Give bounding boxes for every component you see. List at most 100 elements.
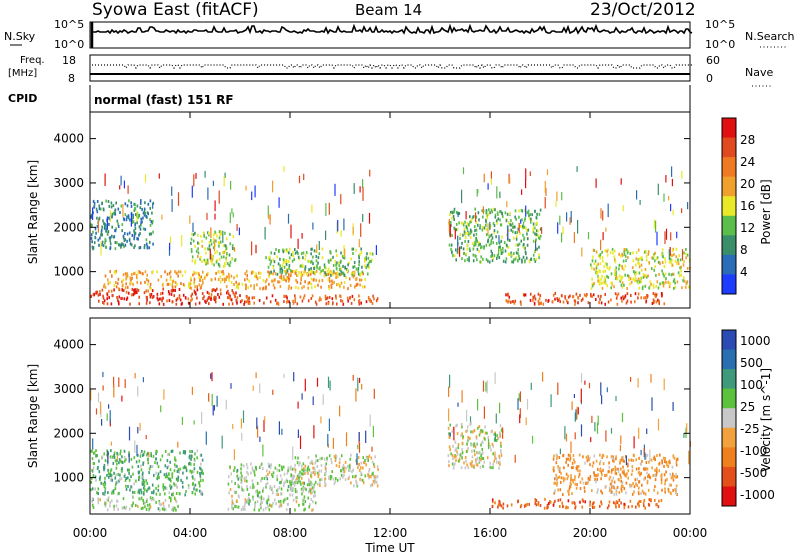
power-cell — [530, 219, 533, 223]
power-cell — [462, 247, 465, 251]
power-cell — [520, 225, 522, 228]
velocity-cell — [143, 450, 146, 454]
power-colorbar-tick: 20 — [740, 177, 755, 191]
power-cell — [626, 287, 628, 290]
power-cell — [489, 211, 491, 215]
velocity-cell — [554, 481, 557, 485]
power-cell — [606, 262, 608, 266]
power-cell — [141, 207, 143, 211]
velocity-cell — [635, 467, 638, 471]
power-cell — [337, 274, 339, 278]
power-cell — [518, 257, 521, 261]
power-cell — [517, 248, 519, 252]
power-cell — [245, 284, 247, 288]
velocity-cell — [191, 450, 193, 453]
power-cell — [512, 260, 515, 264]
power-cell — [288, 273, 290, 277]
power-cell — [179, 298, 182, 302]
power-cell — [614, 260, 617, 264]
power-cell — [303, 285, 305, 289]
velocity-cell — [124, 507, 127, 511]
velocity-cell — [185, 466, 187, 470]
velocity-cell — [174, 506, 176, 510]
velocity-cell — [532, 435, 534, 444]
velocity-cell — [267, 505, 269, 509]
power-cell — [577, 220, 579, 234]
x-tick-label: 20:00 — [573, 526, 608, 540]
velocity-cell — [192, 470, 195, 474]
velocity-cell — [169, 486, 172, 490]
velocity-cell — [457, 459, 460, 463]
power-cell — [503, 241, 506, 244]
power-cell — [279, 270, 281, 274]
power-cell — [359, 253, 361, 256]
cpid-value: normal (fast) 151 RF — [94, 93, 234, 107]
velocity-cell — [298, 503, 300, 507]
power-cell — [207, 231, 209, 235]
velocity-cell — [260, 462, 263, 466]
velocity-cell — [579, 500, 581, 504]
velocity-cell — [194, 483, 197, 487]
velocity-cell — [233, 469, 235, 473]
power-cell — [353, 261, 356, 264]
power-cell — [101, 233, 103, 237]
nave-tick-top: 60 — [706, 54, 720, 67]
velocity-cell — [567, 499, 570, 503]
velocity-cell — [269, 485, 272, 488]
velocity-cell — [104, 504, 107, 508]
power-cell — [635, 271, 638, 275]
velocity-cell — [633, 454, 635, 458]
power-cell — [591, 259, 594, 263]
velocity-colorbar-tick: -1000 — [740, 488, 775, 502]
power-cell — [462, 167, 465, 175]
power-cell — [459, 237, 461, 240]
power-cell — [109, 270, 111, 274]
velocity-cell — [653, 488, 655, 492]
velocity-cell — [451, 429, 454, 433]
velocity-cell — [647, 488, 650, 492]
power-cell — [130, 213, 132, 227]
power-cell — [367, 272, 369, 276]
velocity-cell — [675, 472, 677, 476]
velocity-cell — [330, 461, 333, 465]
power-cell — [473, 243, 475, 247]
power-cell — [325, 302, 328, 306]
power-cell — [561, 294, 563, 298]
power-cell — [537, 229, 539, 233]
velocity-cell — [365, 430, 367, 443]
power-cell — [329, 279, 331, 283]
velocity-cell — [306, 483, 309, 487]
velocity-cell — [589, 478, 591, 482]
velocity-cell — [97, 501, 100, 505]
velocity-cell — [377, 468, 379, 472]
power-cell — [226, 252, 228, 256]
power-cell — [661, 261, 664, 265]
power-cell — [145, 215, 147, 218]
velocity-cell — [114, 459, 117, 463]
power-cell — [606, 266, 609, 270]
velocity-cell — [470, 430, 472, 434]
velocity-cell — [159, 508, 161, 512]
power-cell — [104, 274, 107, 278]
power-cell — [524, 216, 526, 220]
power-cell — [269, 255, 271, 259]
power-cell — [479, 260, 481, 264]
velocity-cell — [365, 463, 367, 467]
power-cell — [210, 293, 213, 297]
velocity-cell — [266, 469, 268, 473]
velocity-cell — [368, 474, 370, 478]
velocity-cell — [637, 471, 640, 475]
velocity-cell — [555, 476, 558, 480]
velocity-cell — [176, 464, 178, 468]
power-cell — [106, 293, 109, 297]
velocity-cell — [611, 484, 614, 488]
power-cell — [610, 281, 613, 285]
power-cell — [128, 231, 131, 235]
power-cell — [567, 301, 569, 305]
velocity-cell — [175, 508, 177, 512]
velocity-cell — [667, 464, 669, 468]
velocity-cell — [262, 444, 264, 457]
velocity-cell — [123, 449, 126, 453]
velocity-cell — [103, 466, 106, 470]
power-cell — [672, 279, 675, 283]
